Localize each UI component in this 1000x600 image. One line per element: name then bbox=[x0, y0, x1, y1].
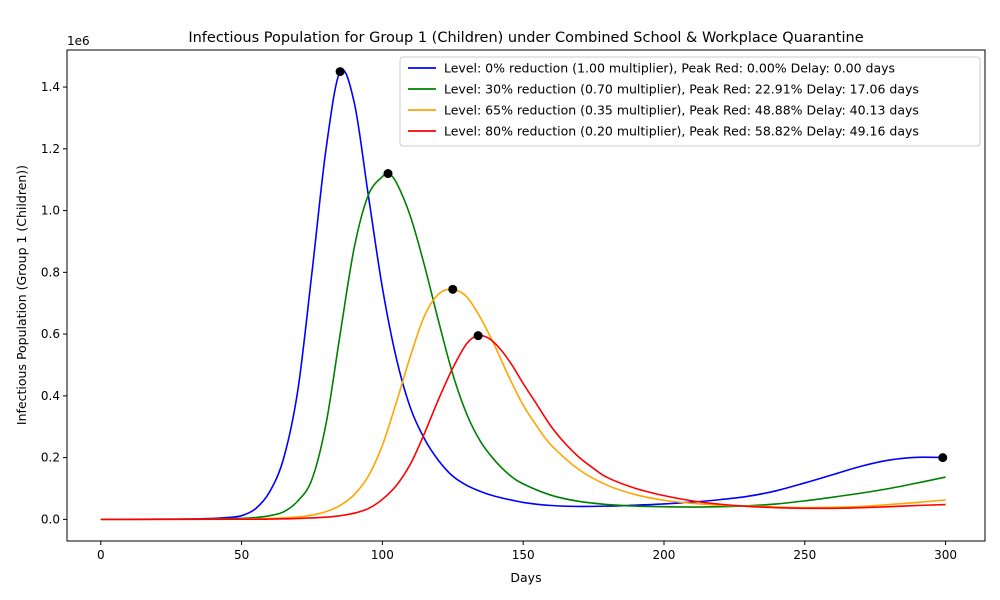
x-tick-label: 0 bbox=[97, 548, 105, 562]
chart-title: Infectious Population for Group 1 (Child… bbox=[188, 30, 863, 46]
legend: Level: 0% reduction (1.00 multiplier), P… bbox=[399, 56, 981, 147]
y-tick-label: 0.8 bbox=[41, 265, 60, 279]
peak-marker-1 bbox=[335, 67, 345, 77]
series-line-4 bbox=[100, 334, 946, 521]
end-marker-1 bbox=[938, 453, 948, 463]
y-tick-label: 1.4 bbox=[41, 80, 60, 94]
peak-markers bbox=[335, 67, 948, 463]
series-line-1 bbox=[100, 69, 946, 521]
legend-box bbox=[399, 56, 981, 147]
y-axis-label: Infectious Population (Group 1 (Children… bbox=[14, 165, 29, 425]
x-tick-label: 150 bbox=[512, 548, 535, 562]
y-tick-label: 0.4 bbox=[41, 389, 60, 403]
legend-label-2: Level: 30% reduction (0.70 multiplier), … bbox=[444, 82, 919, 97]
x-tick-label: 250 bbox=[793, 548, 816, 562]
series-layer bbox=[100, 69, 946, 521]
peak-marker-3 bbox=[448, 284, 458, 294]
x-tick-label: 100 bbox=[371, 548, 394, 562]
y-tick-label: 1.2 bbox=[41, 142, 60, 156]
x-tick-label: 200 bbox=[653, 548, 676, 562]
axes-frame bbox=[66, 49, 986, 542]
legend-label-4: Level: 80% reduction (0.20 multiplier), … bbox=[444, 124, 919, 139]
y-tick-label: 1.0 bbox=[41, 204, 60, 218]
x-axis-ticks: 0 50 100 150 200 250 300 bbox=[97, 541, 957, 562]
x-axis-label: Days bbox=[510, 570, 541, 585]
x-tick-label: 300 bbox=[934, 548, 957, 562]
y-tick-label: 0.6 bbox=[41, 327, 60, 341]
legend-label-1: Level: 0% reduction (1.00 multiplier), P… bbox=[444, 61, 895, 76]
y-axis-offset-label: 1e6 bbox=[67, 34, 90, 48]
legend-label-3: Level: 65% reduction (0.35 multiplier), … bbox=[444, 103, 919, 118]
peak-marker-4 bbox=[473, 331, 483, 341]
plot-area bbox=[66, 49, 986, 542]
x-tick-label: 50 bbox=[234, 548, 249, 562]
y-axis-ticks: 0.0 0.2 0.4 0.6 0.8 1.0 1.2 1.4 bbox=[41, 80, 67, 526]
series-line-2 bbox=[100, 172, 946, 521]
series-line-3 bbox=[100, 288, 946, 521]
peak-marker-2 bbox=[383, 169, 393, 179]
y-tick-label: 0.0 bbox=[41, 512, 60, 526]
y-tick-label: 0.2 bbox=[41, 451, 60, 465]
